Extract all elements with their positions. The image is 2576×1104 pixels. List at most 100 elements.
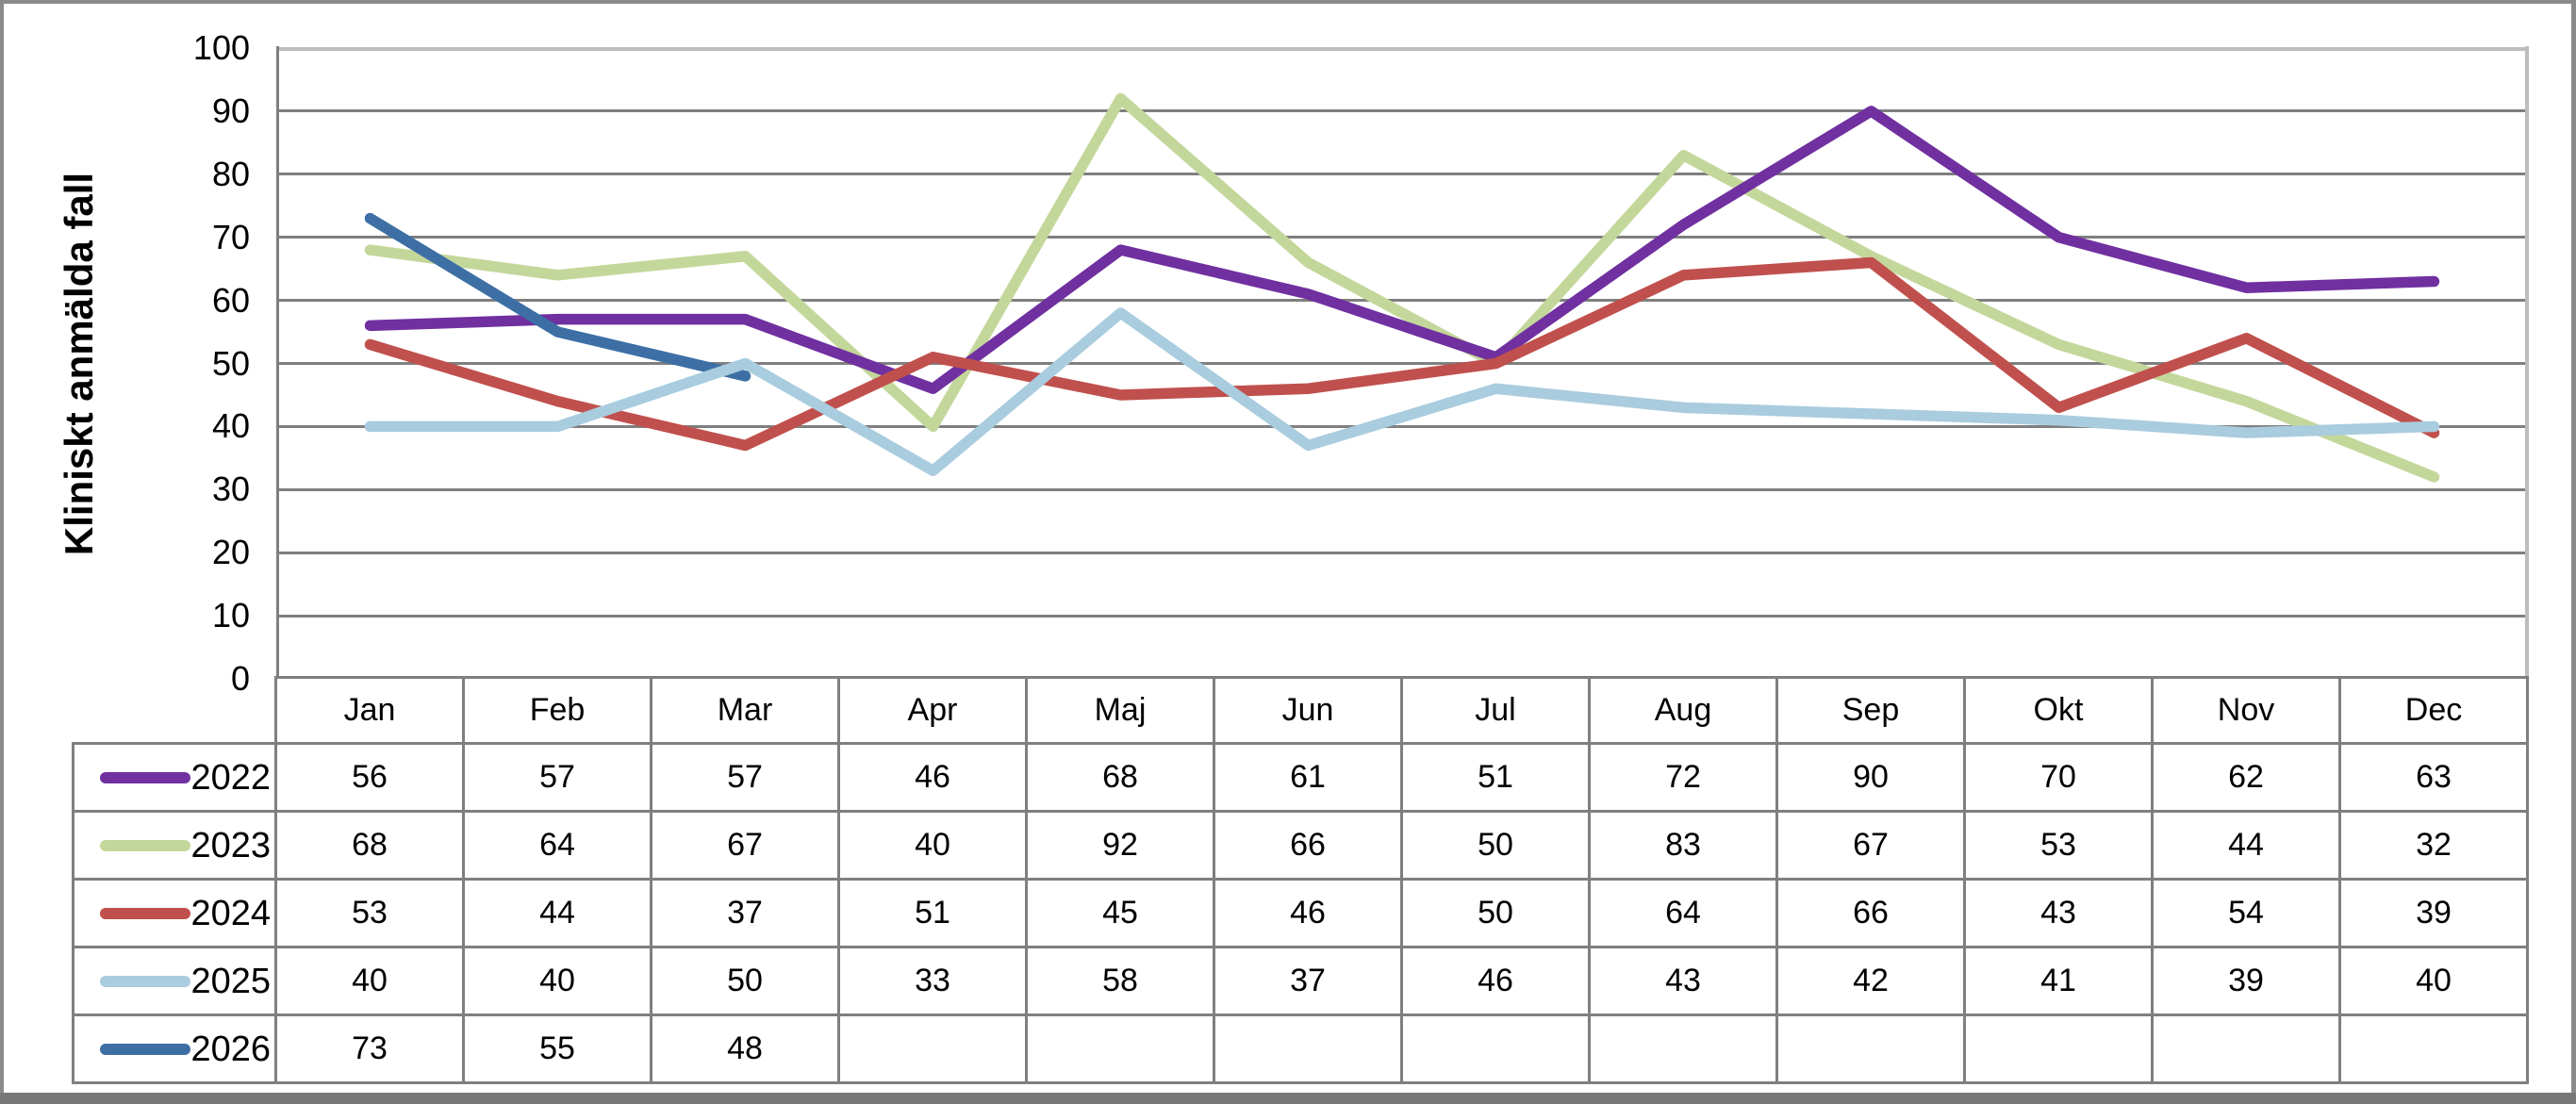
value-cell: 66 [1775, 878, 1966, 948]
value-cell: 73 [274, 1013, 465, 1084]
value-cell: 46 [837, 742, 1028, 813]
legend-cell: 2025 [72, 946, 277, 1016]
y-axis-tick-label: 80 [211, 154, 250, 193]
value-cell: 66 [1213, 810, 1403, 881]
month-header-cell: Jan [274, 676, 465, 745]
value-cell: 68 [1025, 742, 1215, 813]
series-name: 2022 [190, 757, 271, 798]
value-cell: 44 [2151, 810, 2341, 881]
y-axis-tick-label: 70 [211, 217, 250, 256]
value-cell: 61 [1213, 742, 1403, 813]
value-cell: 57 [650, 742, 840, 813]
value-cell: 54 [2151, 878, 2341, 948]
month-header-cell: Apr [837, 676, 1028, 745]
value-cell: 53 [1963, 810, 2154, 881]
month-header-cell: Mar [650, 676, 840, 745]
legend-swatch [100, 1043, 191, 1055]
value-cell [2151, 1013, 2341, 1084]
series-line-2023 [364, 92, 2440, 483]
value-cell: 58 [1025, 946, 1215, 1016]
value-cell: 40 [837, 810, 1028, 881]
y-axis-tick-label: 50 [211, 343, 250, 383]
y-axis-tick-label: 100 [192, 28, 250, 67]
value-cell: 90 [1775, 742, 1966, 813]
frame-border-left [0, 0, 4, 1104]
gridline [276, 614, 2529, 618]
series-name: 2023 [190, 825, 271, 865]
table-row-2026: 2026 73 55 48 [72, 1013, 2529, 1084]
value-cell: 39 [2151, 946, 2341, 1016]
table-row-2024: 2024 53 44 37 51 45 46 50 64 66 43 54 39 [72, 878, 2529, 948]
value-cell: 46 [1400, 946, 1591, 1016]
table-row-2025: 2025 40 40 50 33 58 37 46 43 42 41 39 40 [72, 946, 2529, 1016]
legend-cell: 2024 [72, 878, 277, 948]
series-line-2024 [364, 256, 2440, 452]
series-name: 2024 [190, 893, 271, 933]
value-cell: 40 [462, 946, 652, 1016]
month-header-row: Jan Feb Mar Apr Maj Jun Jul Aug Sep Okt Nov Dec [74, 676, 2529, 745]
frame-border-bottom [0, 1093, 2576, 1104]
legend-swatch [100, 907, 191, 919]
value-cell: 55 [462, 1013, 652, 1084]
month-header-cell: Okt [1963, 676, 2154, 745]
series-line-2022 [364, 106, 2440, 395]
month-header-cell: Dec [2338, 676, 2529, 745]
gridline [276, 362, 2529, 365]
value-cell [1400, 1013, 1591, 1084]
legend-swatch [100, 771, 191, 783]
month-header-cell: Maj [1025, 676, 1215, 745]
value-cell: 63 [2338, 742, 2529, 813]
value-cell [2338, 1013, 2529, 1084]
value-cell [1025, 1013, 1215, 1084]
value-cell: 32 [2338, 810, 2529, 881]
value-cell: 51 [837, 878, 1028, 948]
month-header-cell: Jul [1400, 676, 1591, 745]
y-axis-line [276, 46, 279, 679]
value-cell: 57 [462, 742, 652, 813]
value-cell: 44 [462, 878, 652, 948]
legend-cell: 2023 [72, 810, 277, 881]
header-spacer-cell [74, 678, 276, 744]
value-cell: 51 [1400, 742, 1591, 813]
value-cell: 50 [1400, 810, 1591, 881]
series-line-2025 [364, 307, 2440, 476]
value-cell [1213, 1013, 1403, 1084]
plot-right-border [2525, 46, 2529, 679]
value-cell: 67 [650, 810, 840, 881]
table-row-2023: 2023 68 64 67 40 92 66 50 83 67 53 44 32 [72, 810, 2529, 881]
y-axis-tick-label: 0 [230, 659, 250, 698]
value-cell: 41 [1963, 946, 2154, 1016]
y-axis-tick-label: 90 [211, 91, 250, 130]
data-table: Jan Feb Mar Apr Maj Jun Jul Aug Sep Okt Nov Dec 202… [72, 676, 2529, 1084]
value-cell: 62 [2151, 742, 2341, 813]
gridline [276, 551, 2529, 554]
month-header-cell: Sep [1775, 676, 1966, 745]
value-cell: 72 [1588, 742, 1778, 813]
month-header-cell: Feb [462, 676, 652, 745]
month-header-cell: Nov [2151, 676, 2341, 745]
frame-border-top [0, 0, 2576, 4]
value-cell: 70 [1963, 742, 2154, 813]
value-cell: 40 [274, 946, 465, 1016]
gridline [276, 487, 2529, 491]
table-row-2022: 2022 56 57 57 46 68 61 51 72 90 70 62 63 [72, 742, 2529, 813]
value-cell: 50 [650, 946, 840, 1016]
value-cell: 56 [274, 742, 465, 813]
value-cell [837, 1013, 1028, 1084]
value-cell: 64 [1588, 878, 1778, 948]
legend-swatch [100, 975, 191, 987]
value-cell [1963, 1013, 2154, 1084]
value-cell: 39 [2338, 878, 2529, 948]
y-axis-tick-label: 40 [211, 406, 250, 446]
value-cell: 33 [837, 946, 1028, 1016]
value-cell: 42 [1775, 946, 1966, 1016]
series-name: 2025 [190, 961, 271, 1001]
value-cell: 43 [1588, 946, 1778, 1016]
series-line-2026 [364, 212, 751, 382]
value-cell: 68 [274, 810, 465, 881]
legend-cell: 2026 [72, 1013, 277, 1084]
value-cell: 46 [1213, 878, 1403, 948]
gridline [276, 236, 2529, 239]
value-cell: 48 [650, 1013, 840, 1084]
gridline [276, 424, 2529, 428]
